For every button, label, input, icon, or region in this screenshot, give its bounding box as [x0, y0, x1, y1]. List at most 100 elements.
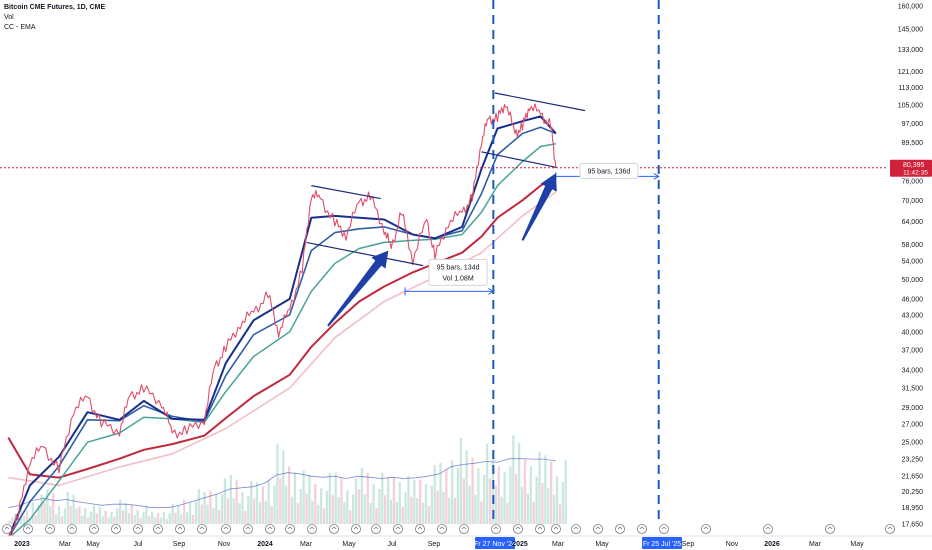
measure-label-box [579, 162, 639, 179]
volume-bar [165, 519, 168, 524]
volume-bar [360, 467, 364, 524]
event-marker-icon [437, 524, 447, 534]
volume-bar [386, 477, 390, 524]
volume-bar [477, 468, 480, 524]
volume-bar [424, 484, 428, 524]
event-marker-glyph [887, 526, 893, 530]
volume-bar [200, 504, 203, 524]
volume-bar [86, 517, 90, 524]
volume-bar [483, 475, 486, 524]
price-tick-label: 160,000 [898, 4, 923, 11]
volume-bar [11, 517, 14, 524]
volume-bar [31, 502, 34, 524]
volume-bar [436, 490, 439, 524]
volume-bar [334, 472, 337, 524]
volume-bar [392, 477, 396, 524]
ema-long-faint-line [8, 191, 557, 487]
price-tick-label: 64,000 [902, 219, 924, 226]
event-marker-glyph [439, 526, 445, 530]
event-marker-glyph [331, 526, 337, 530]
volume-bar [555, 476, 559, 524]
volume-bar [451, 460, 454, 524]
volume-bar [410, 496, 413, 524]
time-axis-tick-label: 2023 [14, 541, 30, 548]
volume-bar [564, 459, 567, 524]
price-axis[interactable]: 160,000 145,000 133,000 121,000 113,000 105,0… [888, 0, 932, 550]
price-series-line [7, 103, 557, 539]
volume-bar [550, 461, 553, 524]
volume-bar [180, 514, 183, 524]
event-marker-icon [221, 524, 231, 534]
volume-bar [273, 485, 276, 524]
volume-bar [133, 515, 136, 524]
volume-bar [241, 492, 244, 524]
ema-slow-line [7, 143, 557, 539]
time-axis-tick-label: 2025 [512, 541, 528, 548]
volume-bar [497, 466, 500, 524]
volume-bar [389, 499, 393, 524]
volume-bar [124, 503, 128, 524]
volume-bar [261, 486, 265, 524]
event-marker-glyph [493, 526, 499, 530]
volume-bar [46, 489, 49, 524]
volume-bar [54, 514, 58, 524]
volume-bar [183, 499, 186, 524]
price-tick-label: 27,000 [902, 422, 924, 429]
time-axis-tick-label: Jul [134, 541, 143, 548]
volume-bar [421, 503, 425, 524]
event-marker-glyph [639, 526, 645, 530]
volume-bar [474, 494, 477, 524]
event-marker-glyph [223, 526, 229, 530]
volume-bar [317, 505, 320, 524]
event-marker-glyph [703, 526, 709, 530]
volume-average-line [8, 458, 556, 509]
time-axis[interactable]: 2023 Mar May Jul Sep Nov 2024 Mar May Jul Sep Fr 27… [0, 524, 932, 550]
volume-bar [544, 455, 547, 524]
volume-indicator-label[interactable]: Vol [4, 14, 14, 21]
volume-bar [25, 510, 29, 524]
event-marker-icon [637, 524, 647, 534]
volume-bar [366, 473, 369, 524]
volume-bar [395, 501, 398, 524]
volume-bar [28, 517, 32, 524]
volume-bar [148, 516, 151, 524]
price-tick-label: 50,000 [902, 277, 924, 284]
volume-bar [66, 491, 69, 524]
volume-bar [57, 506, 61, 524]
event-marker-glyph [661, 526, 667, 530]
measure-arrowhead [488, 287, 495, 295]
time-axis-tick-label: Mar [59, 541, 72, 548]
volume-bar [357, 489, 361, 524]
volume-bar [162, 512, 166, 524]
price-tick-label: 21,650 [902, 474, 924, 481]
volume-bar [349, 510, 352, 524]
volume-bar [526, 493, 530, 524]
time-axis-tick-label: Sep [428, 541, 441, 548]
volume-bar [314, 484, 317, 524]
volume-bar [319, 488, 323, 524]
volume-bar [488, 478, 492, 524]
event-marker-icon [111, 524, 121, 534]
time-axis-tick-label: Mar [300, 541, 313, 548]
volume-bar [34, 515, 37, 524]
volume-bar [547, 488, 550, 524]
event-marker-glyph [309, 526, 315, 530]
volume-bar [235, 479, 238, 524]
volume-bar [60, 516, 64, 524]
ema-indicator-label[interactable]: CC - EMA [4, 24, 36, 31]
volume-bar [430, 485, 433, 524]
volume-bar [37, 504, 40, 524]
price-tick-label: 121,000 [898, 69, 923, 76]
time-axis-tick-label: Nov [726, 541, 739, 548]
price-tick-label: 40,000 [902, 329, 924, 336]
price-tick-label: 133,000 [898, 47, 923, 54]
measure-arrowhead [653, 172, 660, 180]
volume-bar [500, 496, 503, 524]
volume-bar [331, 495, 334, 524]
volume-bar [328, 473, 332, 524]
volume-bar [352, 494, 355, 524]
measure-label-text: Vol 1.08M [443, 275, 474, 282]
event-marker-glyph [245, 526, 251, 530]
time-axis-tick-label: Nov [218, 541, 231, 548]
